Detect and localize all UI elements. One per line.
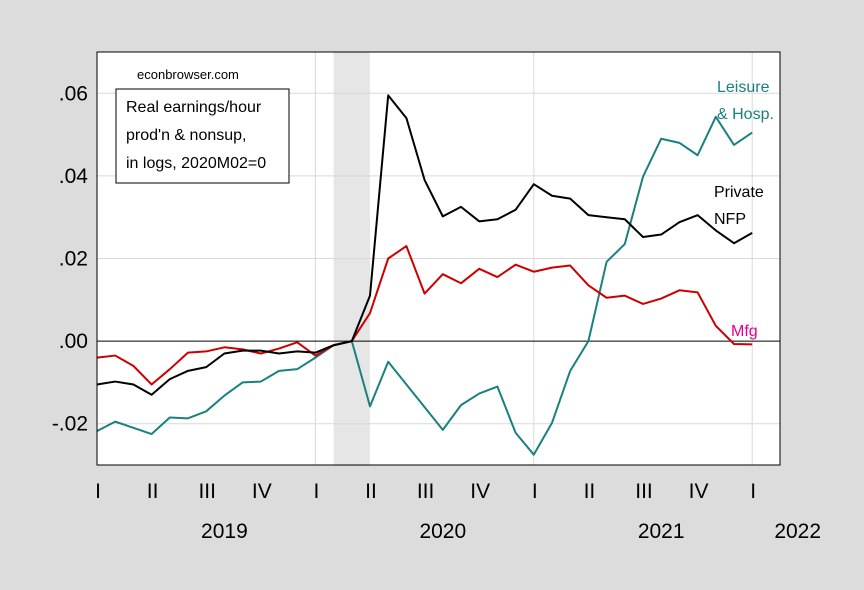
year-label: 2020 [419,520,466,543]
series-label-leisure: Leisure & Hosp. [717,79,774,123]
year-labels: 2019 2020 2021 2022 [201,520,821,543]
x-tick-label: IV [252,480,272,503]
series-label-leisure-line-2: & Hosp. [717,106,774,123]
y-tick-label: .00 [59,330,88,353]
y-tick-label: .02 [59,248,88,271]
series-label-leisure-line-1: Leisure [717,79,770,96]
series-line-mfg [96,245,753,386]
series-lines [96,94,753,456]
series-line-private-nfp [96,94,753,396]
x-tick-label: IV [470,480,490,503]
series-label-private-nfp: Private NFP [714,184,764,228]
plot-frame [96,51,781,466]
x-tick-label: II [365,480,377,503]
x-tick-label: I [750,480,756,503]
legend-line-3: in logs, 2020M02=0 [126,155,266,172]
y-axis-ticks: .06 .04 .02 .00 -.02 [52,82,88,435]
x-tick-label: IV [689,480,709,503]
y-tick-label: -.02 [52,413,88,436]
source-note: econbrowser.com [137,67,239,82]
year-label: 2022 [774,520,821,543]
x-tick-label: III [417,480,435,503]
x-tick-label: II [584,480,596,503]
x-tick-label: III [198,480,216,503]
series-line-leisure-hosp [96,115,753,456]
year-label: 2021 [638,520,685,543]
year-label: 2019 [201,520,248,543]
legend-line-1: Real earnings/hour [126,99,262,116]
x-tick-label: I [532,480,538,503]
series-label-mfg: Mfg [731,323,758,340]
x-axis-ticks: I II III IV I II III IV I II III IV I [95,480,756,503]
x-tick-label: II [147,480,159,503]
series-label-private-nfp-line-1: Private [714,184,764,201]
y-tick-label: .06 [59,82,88,105]
y-tick-label: .04 [59,165,89,188]
x-tick-label: III [635,480,653,503]
series-label-private-nfp-line-2: NFP [714,211,746,228]
legend-box: Real earnings/hour prod'n & nonsup, in l… [115,88,290,184]
x-tick-label: I [313,480,319,503]
x-tick-label: I [95,480,101,503]
legend-line-2: prod'n & nonsup, [126,127,246,144]
